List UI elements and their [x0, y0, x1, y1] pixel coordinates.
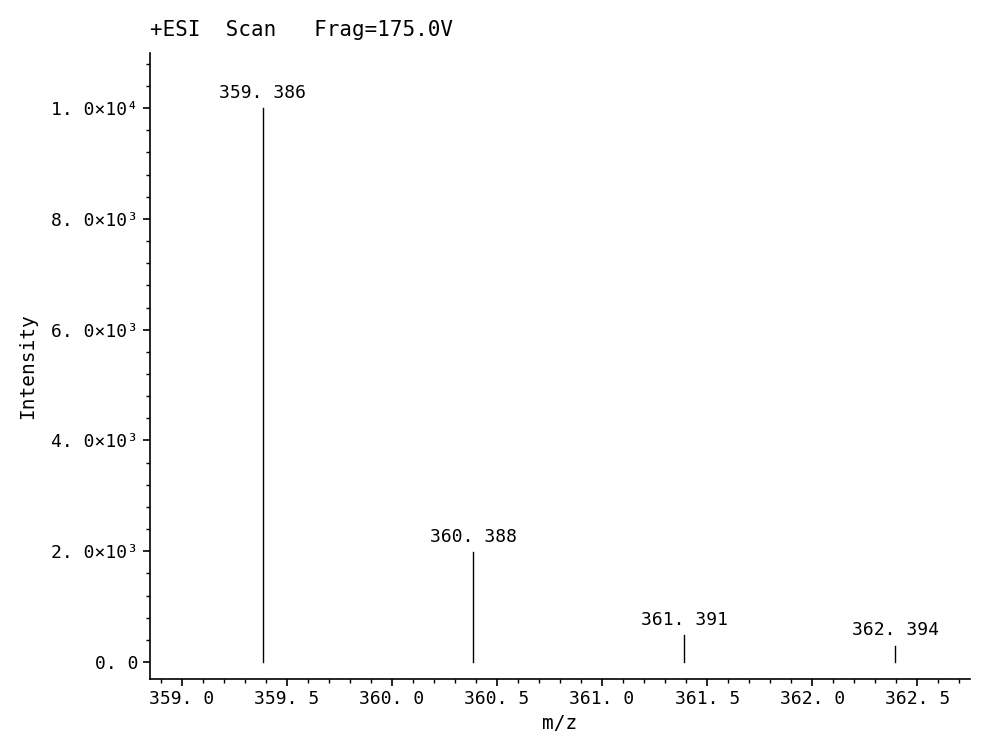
X-axis label: m/z: m/z [542, 714, 578, 733]
Text: 361. 391: 361. 391 [641, 611, 728, 629]
Text: 362. 394: 362. 394 [852, 621, 939, 639]
Text: 359. 386: 359. 386 [219, 84, 306, 102]
Text: 360. 388: 360. 388 [430, 528, 517, 546]
Text: +ESI  Scan   Frag=175.0V: +ESI Scan Frag=175.0V [150, 20, 453, 40]
Y-axis label: Intensity: Intensity [18, 313, 37, 418]
